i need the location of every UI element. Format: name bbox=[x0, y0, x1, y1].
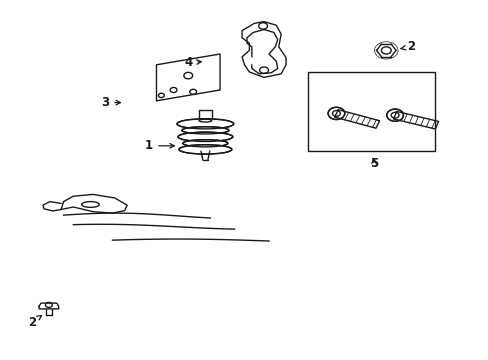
Ellipse shape bbox=[179, 145, 231, 154]
Ellipse shape bbox=[183, 140, 227, 147]
Text: 5: 5 bbox=[369, 157, 377, 170]
Circle shape bbox=[327, 107, 344, 120]
Ellipse shape bbox=[182, 127, 228, 134]
Text: 3: 3 bbox=[101, 96, 120, 109]
Ellipse shape bbox=[178, 132, 232, 141]
Text: 1: 1 bbox=[145, 139, 174, 152]
Ellipse shape bbox=[199, 119, 211, 122]
Ellipse shape bbox=[177, 119, 233, 129]
Text: 2: 2 bbox=[400, 40, 414, 53]
Bar bbox=[307, 72, 434, 151]
Text: 2: 2 bbox=[28, 315, 41, 329]
Text: 4: 4 bbox=[184, 57, 201, 69]
Circle shape bbox=[386, 109, 403, 121]
